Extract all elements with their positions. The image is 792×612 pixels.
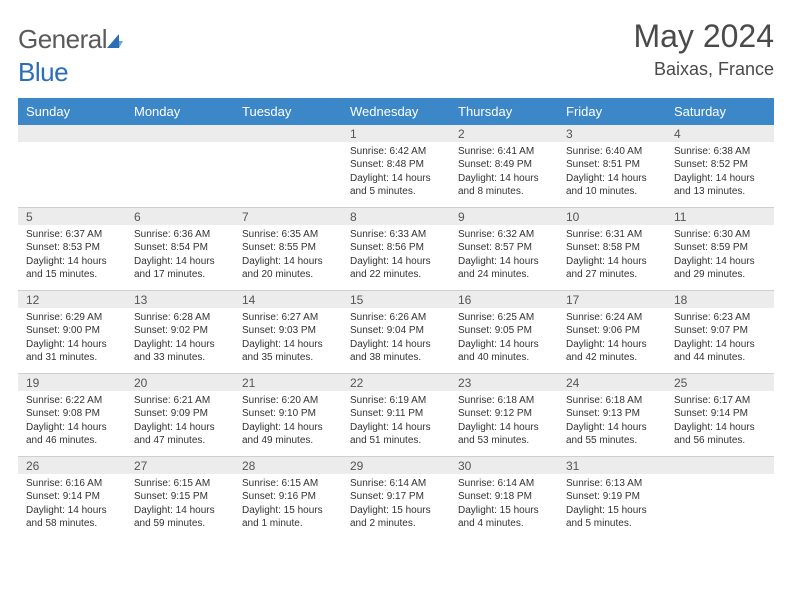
day-number: 13 [126, 290, 234, 308]
day-details: Sunrise: 6:17 AMSunset: 9:14 PMDaylight:… [666, 391, 774, 457]
day-number: 25 [666, 373, 774, 391]
brand-logo: GeneralBlue [18, 18, 125, 88]
day-number: 8 [342, 207, 450, 225]
weekday-header: Sunday [18, 98, 126, 125]
day-details: Sunrise: 6:33 AMSunset: 8:56 PMDaylight:… [342, 225, 450, 291]
day-details: Sunrise: 6:13 AMSunset: 9:19 PMDaylight:… [558, 474, 666, 539]
day-number: 31 [558, 456, 666, 474]
daynum-row: 1234 [18, 125, 774, 142]
day-details: Sunrise: 6:37 AMSunset: 8:53 PMDaylight:… [18, 225, 126, 291]
day-number: 20 [126, 373, 234, 391]
sail-icon [105, 26, 125, 57]
day-number: 9 [450, 207, 558, 225]
day-details [126, 142, 234, 208]
day-details [666, 474, 774, 539]
weekday-header: Thursday [450, 98, 558, 125]
day-details: Sunrise: 6:29 AMSunset: 9:00 PMDaylight:… [18, 308, 126, 374]
day-details: Sunrise: 6:21 AMSunset: 9:09 PMDaylight:… [126, 391, 234, 457]
weekday-header: Wednesday [342, 98, 450, 125]
detail-row: Sunrise: 6:29 AMSunset: 9:00 PMDaylight:… [18, 308, 774, 374]
day-number: 28 [234, 456, 342, 474]
title-block: May 2024 Baixas, France [633, 18, 774, 80]
day-number: 22 [342, 373, 450, 391]
weekday-header: Monday [126, 98, 234, 125]
day-details: Sunrise: 6:15 AMSunset: 9:15 PMDaylight:… [126, 474, 234, 539]
day-details: Sunrise: 6:40 AMSunset: 8:51 PMDaylight:… [558, 142, 666, 208]
day-details: Sunrise: 6:27 AMSunset: 9:03 PMDaylight:… [234, 308, 342, 374]
day-number: 30 [450, 456, 558, 474]
day-number: 29 [342, 456, 450, 474]
day-details: Sunrise: 6:23 AMSunset: 9:07 PMDaylight:… [666, 308, 774, 374]
day-details: Sunrise: 6:22 AMSunset: 9:08 PMDaylight:… [18, 391, 126, 457]
day-details: Sunrise: 6:35 AMSunset: 8:55 PMDaylight:… [234, 225, 342, 291]
day-details: Sunrise: 6:24 AMSunset: 9:06 PMDaylight:… [558, 308, 666, 374]
day-details: Sunrise: 6:41 AMSunset: 8:49 PMDaylight:… [450, 142, 558, 208]
day-details: Sunrise: 6:26 AMSunset: 9:04 PMDaylight:… [342, 308, 450, 374]
day-details: Sunrise: 6:36 AMSunset: 8:54 PMDaylight:… [126, 225, 234, 291]
page-header: GeneralBlue May 2024 Baixas, France [18, 18, 774, 88]
day-number: 6 [126, 207, 234, 225]
day-details: Sunrise: 6:20 AMSunset: 9:10 PMDaylight:… [234, 391, 342, 457]
day-details: Sunrise: 6:42 AMSunset: 8:48 PMDaylight:… [342, 142, 450, 208]
day-number: 24 [558, 373, 666, 391]
day-details [234, 142, 342, 208]
logo-text: GeneralBlue [18, 24, 125, 88]
day-number [666, 456, 774, 474]
day-number: 23 [450, 373, 558, 391]
daynum-row: 567891011 [18, 207, 774, 225]
day-number: 10 [558, 207, 666, 225]
day-details: Sunrise: 6:19 AMSunset: 9:11 PMDaylight:… [342, 391, 450, 457]
day-number: 17 [558, 290, 666, 308]
detail-row: Sunrise: 6:16 AMSunset: 9:14 PMDaylight:… [18, 474, 774, 539]
day-number: 5 [18, 207, 126, 225]
day-number [234, 125, 342, 142]
day-details: Sunrise: 6:14 AMSunset: 9:17 PMDaylight:… [342, 474, 450, 539]
day-details: Sunrise: 6:14 AMSunset: 9:18 PMDaylight:… [450, 474, 558, 539]
day-details: Sunrise: 6:15 AMSunset: 9:16 PMDaylight:… [234, 474, 342, 539]
day-number: 15 [342, 290, 450, 308]
day-number: 12 [18, 290, 126, 308]
day-details: Sunrise: 6:16 AMSunset: 9:14 PMDaylight:… [18, 474, 126, 539]
weekday-header: Friday [558, 98, 666, 125]
calendar-grid: Sunday Monday Tuesday Wednesday Thursday… [18, 98, 774, 539]
day-number [126, 125, 234, 142]
day-number: 16 [450, 290, 558, 308]
daynum-row: 262728293031 [18, 456, 774, 474]
day-details [18, 142, 126, 208]
day-number: 2 [450, 125, 558, 142]
logo-suffix: Blue [18, 57, 68, 87]
day-details: Sunrise: 6:18 AMSunset: 9:12 PMDaylight:… [450, 391, 558, 457]
day-details: Sunrise: 6:25 AMSunset: 9:05 PMDaylight:… [450, 308, 558, 374]
day-number: 21 [234, 373, 342, 391]
day-number: 7 [234, 207, 342, 225]
day-number: 19 [18, 373, 126, 391]
day-details: Sunrise: 6:28 AMSunset: 9:02 PMDaylight:… [126, 308, 234, 374]
day-number: 4 [666, 125, 774, 142]
daynum-row: 19202122232425 [18, 373, 774, 391]
day-number: 26 [18, 456, 126, 474]
day-details: Sunrise: 6:30 AMSunset: 8:59 PMDaylight:… [666, 225, 774, 291]
day-number: 1 [342, 125, 450, 142]
detail-row: Sunrise: 6:22 AMSunset: 9:08 PMDaylight:… [18, 391, 774, 457]
weekday-header: Saturday [666, 98, 774, 125]
daynum-row: 12131415161718 [18, 290, 774, 308]
day-number: 14 [234, 290, 342, 308]
detail-row: Sunrise: 6:37 AMSunset: 8:53 PMDaylight:… [18, 225, 774, 291]
day-details: Sunrise: 6:38 AMSunset: 8:52 PMDaylight:… [666, 142, 774, 208]
day-details: Sunrise: 6:18 AMSunset: 9:13 PMDaylight:… [558, 391, 666, 457]
location-label: Baixas, France [633, 59, 774, 80]
calendar-page: GeneralBlue May 2024 Baixas, France Sund… [0, 0, 792, 539]
day-number [18, 125, 126, 142]
day-number: 11 [666, 207, 774, 225]
weekday-header-row: Sunday Monday Tuesday Wednesday Thursday… [18, 98, 774, 125]
day-details: Sunrise: 6:31 AMSunset: 8:58 PMDaylight:… [558, 225, 666, 291]
day-number: 18 [666, 290, 774, 308]
logo-prefix: General [18, 24, 107, 54]
month-title: May 2024 [633, 18, 774, 55]
detail-row: Sunrise: 6:42 AMSunset: 8:48 PMDaylight:… [18, 142, 774, 208]
weekday-header: Tuesday [234, 98, 342, 125]
day-details: Sunrise: 6:32 AMSunset: 8:57 PMDaylight:… [450, 225, 558, 291]
day-number: 3 [558, 125, 666, 142]
day-number: 27 [126, 456, 234, 474]
